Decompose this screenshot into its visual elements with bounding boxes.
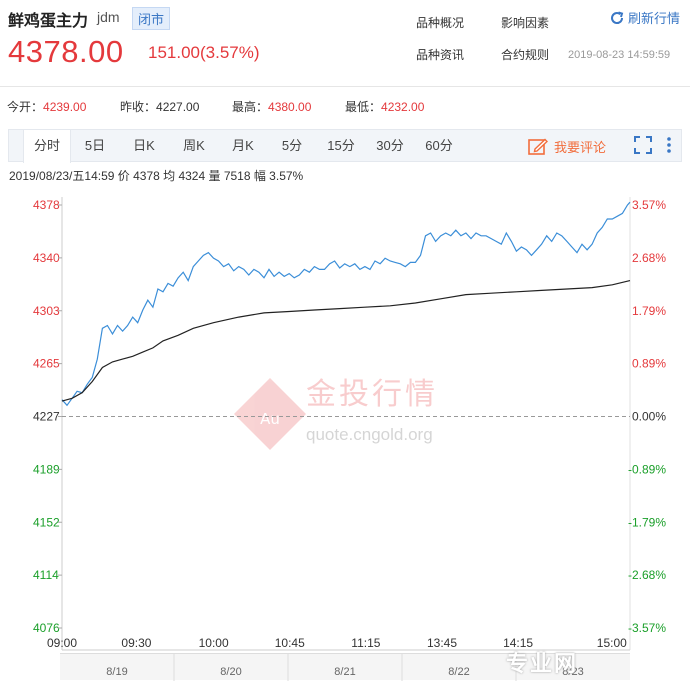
link-product-overview[interactable]: 品种概况 — [416, 16, 465, 30]
y-tick-label: 4227 — [33, 410, 60, 424]
refresh-label: 刷新行情 — [628, 11, 681, 26]
pct-tick-label: 3.57% — [632, 198, 666, 212]
navigator-date-label: 8/21 — [334, 666, 355, 678]
y-tick-label: 4189 — [33, 462, 60, 476]
tab-30min[interactable]: 30分 — [376, 138, 404, 153]
x-tick-label: 10:00 — [199, 636, 229, 650]
tab-15min[interactable]: 15分 — [327, 138, 355, 153]
y-tick-label: 4340 — [33, 251, 60, 265]
instrument-title: 鲜鸡蛋主力 — [8, 13, 89, 30]
comment-label: 我要评论 — [554, 140, 607, 155]
watermark-name: 金投行情 — [306, 377, 438, 412]
pct-tick-label: 2.68% — [632, 251, 666, 265]
tab-5day[interactable]: 5日 — [84, 138, 106, 153]
x-tick-label: 10:45 — [275, 636, 305, 650]
link-product-news[interactable]: 品种资讯 — [416, 48, 465, 62]
pct-tick-label: -3.57% — [628, 621, 666, 635]
link-influence-factors[interactable]: 影响因素 — [501, 16, 550, 30]
refresh-quote-button[interactable]: 刷新行情 — [609, 8, 680, 27]
y-tick-label: 4303 — [33, 304, 60, 318]
tab-daily-k[interactable]: 日K — [133, 138, 155, 153]
average-series-line — [61, 280, 631, 402]
x-tick-label: 15:00 — [597, 636, 627, 650]
comment-button[interactable]: 我要评论 — [528, 137, 606, 156]
pct-tick-label: 1.79% — [632, 304, 666, 318]
y-tick-label: 4265 — [33, 357, 60, 371]
navigator-date-label: 8/20 — [220, 666, 241, 678]
stat-low: 最低：4232.00 — [345, 98, 424, 115]
y-tick-label: 4076 — [33, 621, 60, 635]
y-tick-label: 4152 — [33, 515, 60, 529]
x-tick-label: 14:15 — [503, 636, 533, 650]
x-tick-label: 11:15 — [351, 636, 380, 650]
tab-5min[interactable]: 5分 — [281, 138, 303, 153]
fullscreen-icon[interactable] — [634, 136, 652, 154]
stat-open: 今开：4239.00 — [7, 98, 86, 115]
quote-header: 鲜鸡蛋主力 jdm 闭市 4378.00 151.00(3.57%) 品种概况 … — [0, 0, 690, 90]
stat-high-label: 最高： — [232, 100, 269, 114]
x-tick-label: 09:30 — [121, 636, 151, 650]
pct-tick-label: 0.89% — [632, 357, 666, 371]
tab-monthly-k[interactable]: 月K — [232, 138, 254, 153]
pct-tick-label: -1.79% — [628, 515, 666, 529]
stat-prev-close: 昨收：4227.00 — [120, 98, 199, 115]
price-change: 151.00(3.57%) — [148, 43, 260, 62]
navigator-date-label: 8/19 — [106, 666, 127, 678]
y-tick-label: 4378 — [33, 198, 60, 212]
pct-tick-label: 0.00% — [632, 410, 666, 424]
quote-datetime: 2019-08-23 14:59:59 — [568, 49, 671, 61]
stat-high-value: 4380.00 — [268, 100, 312, 114]
link-contract-rules[interactable]: 合约规则 — [501, 48, 550, 62]
price-series-line — [61, 201, 631, 407]
tab-weekly-k[interactable]: 周K — [183, 138, 205, 153]
corner-watermark-text: 专业网 — [506, 651, 579, 676]
watermark-logo: Au — [234, 378, 306, 450]
watermark-url: quote.cngold.org — [306, 425, 433, 444]
stat-prev-close-label: 昨收： — [120, 100, 157, 114]
x-tick-label: 13:45 — [427, 636, 457, 650]
stat-prev-close-value: 4227.00 — [156, 100, 200, 114]
stat-low-label: 最低： — [345, 100, 382, 114]
stats-row: 今开：4239.00 昨收：4227.00 最高：4380.00 最低：4232… — [0, 98, 690, 116]
tab-intraday[interactable]: 分时 — [23, 130, 71, 163]
cursor-info-line: 2019/08/23/五14:59 价 4378 均 4324 量 7518 幅… — [9, 169, 304, 183]
stat-open-value: 4239.00 — [43, 100, 87, 114]
market-status-badge: 闭市 — [132, 7, 171, 30]
navigator-date-label: 8/22 — [448, 666, 469, 678]
stat-high: 最高：4380.00 — [232, 98, 311, 115]
edit-icon — [528, 138, 548, 155]
refresh-icon — [611, 11, 624, 24]
navigator-date-label: 8/23 — [562, 666, 583, 678]
watermark-diamond — [234, 378, 306, 450]
time-navigator[interactable]: 8/19 8/20 8/21 8/22 8/23 — [60, 653, 630, 681]
stat-open-label: 今开： — [7, 100, 44, 114]
time-navigator-track: 8/19 8/20 8/21 8/22 8/23 — [106, 654, 584, 681]
intraday-chart[interactable]: Au 金投行情 quote.cngold.org 4378 4340 4303 4265 42… — [0, 190, 690, 652]
pct-tick-label: -2.68% — [628, 568, 666, 582]
chart-period-tabs: 分时 5日 日K 周K 月K 5分 15分 30分 60分 我要评论 — [8, 129, 682, 163]
more-options-icon[interactable] — [665, 136, 673, 154]
header-divider — [0, 86, 690, 87]
instrument-code: jdm — [97, 9, 120, 25]
watermark-badge: Au — [260, 410, 280, 428]
x-tick-label: 09:00 — [47, 636, 77, 650]
stat-low-value: 4232.00 — [381, 100, 425, 114]
tab-60min[interactable]: 60分 — [425, 138, 453, 153]
y-tick-label: 4114 — [33, 568, 59, 582]
last-price: 4378.00 — [8, 34, 124, 69]
pct-tick-label: -0.89% — [628, 462, 666, 476]
